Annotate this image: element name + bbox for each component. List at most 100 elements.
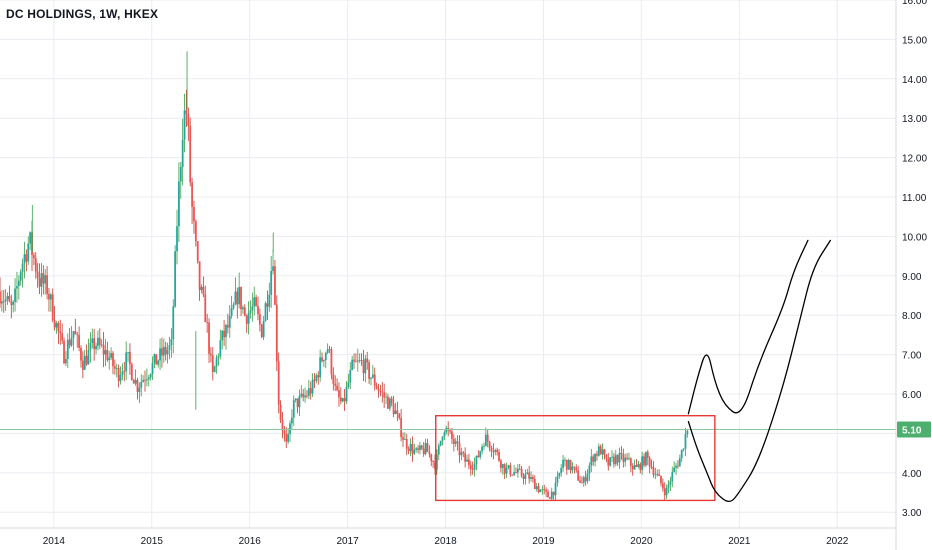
candle: [618, 447, 621, 469]
candle-body: [560, 467, 563, 473]
candle: [454, 437, 457, 447]
candle: [234, 277, 237, 306]
candle-body: [255, 297, 258, 306]
candle: [677, 460, 679, 469]
candle-body: [294, 398, 297, 401]
candle: [528, 465, 531, 484]
candle-body: [375, 385, 378, 389]
candle: [317, 371, 320, 385]
candle-body: [32, 255, 35, 259]
candle-body: [439, 440, 442, 446]
candle: [70, 326, 73, 347]
candle: [159, 338, 161, 370]
candle-body: [176, 226, 178, 252]
candle: [277, 352, 280, 414]
candle-body: [283, 430, 286, 434]
candle: [113, 359, 116, 375]
candle-body: [505, 467, 508, 474]
candle-body: [684, 434, 687, 449]
candle: [473, 457, 476, 477]
candle: [65, 351, 67, 367]
candle-body: [422, 448, 425, 455]
candle-body: [238, 287, 241, 305]
candle-body: [275, 304, 278, 362]
x-tick-label: 2015: [141, 536, 164, 547]
candle: [481, 443, 483, 455]
candle: [622, 448, 625, 468]
candle-body: [140, 381, 143, 388]
candle-body: [456, 441, 459, 443]
candle: [14, 278, 16, 312]
candle: [32, 252, 35, 266]
candle: [624, 453, 627, 467]
candle: [145, 368, 148, 387]
y-tick-label: 10.00: [902, 232, 927, 243]
x-tick-label: 2016: [239, 536, 262, 547]
candle: [332, 367, 335, 391]
candle-body: [624, 457, 627, 462]
candle: [565, 459, 568, 475]
candle-body: [112, 353, 114, 367]
y-tick-label: 14.00: [902, 75, 927, 86]
candle: [505, 462, 508, 478]
candle: [417, 444, 419, 454]
candle: [34, 252, 37, 279]
candle: [671, 466, 674, 488]
candle-body: [217, 356, 220, 358]
candle: [631, 463, 634, 476]
candle-body: [548, 497, 551, 499]
candle-body: [2, 301, 5, 303]
candle: [613, 452, 615, 468]
candle-body: [554, 482, 557, 496]
candle: [452, 434, 455, 452]
candle-body: [654, 474, 657, 476]
candle: [6, 292, 9, 305]
candle: [535, 482, 538, 492]
candle-body: [29, 232, 32, 244]
candle-body: [125, 352, 128, 372]
candle-body: [55, 323, 58, 328]
candle: [132, 378, 135, 384]
candle: [447, 421, 450, 437]
candle: [543, 484, 546, 495]
price-axis[interactable]: 3.004.005.006.007.008.009.0010.0011.0012…: [895, 0, 931, 550]
candle-body: [298, 395, 301, 408]
candle-body: [115, 368, 118, 369]
candle: [281, 411, 284, 439]
candle: [445, 425, 448, 435]
candle-body: [586, 473, 589, 482]
candle-body: [313, 379, 316, 381]
candle: [217, 353, 220, 366]
candle-body: [321, 357, 323, 362]
candle-body: [332, 374, 335, 384]
candle: [274, 260, 276, 306]
candle: [219, 329, 222, 360]
candle-body: [481, 446, 483, 452]
candle: [650, 459, 653, 470]
candle-body: [669, 481, 672, 485]
candle-body: [424, 443, 427, 455]
candle-body: [110, 353, 113, 358]
candle-body: [117, 368, 120, 382]
candle-body: [569, 460, 572, 471]
candle-body: [21, 263, 24, 272]
last-price-badge: [897, 421, 931, 438]
candle: [364, 354, 367, 383]
candle-body: [97, 337, 99, 346]
candle-body: [671, 471, 674, 482]
candle: [492, 443, 495, 460]
candle: [614, 449, 617, 467]
candle: [125, 341, 128, 380]
candle: [191, 177, 193, 225]
candle-body: [108, 357, 111, 361]
candle: [66, 333, 69, 368]
candle: [313, 373, 316, 388]
time-axis[interactable]: 2014 2015 2016 2017 2018 2019 2020 2021 2022: [0, 527, 896, 547]
candle: [287, 428, 290, 445]
candle: [16, 271, 18, 303]
candle-body: [652, 467, 655, 475]
y-tick-label: 8.00: [902, 311, 922, 322]
candle: [226, 313, 229, 334]
candle: [597, 443, 600, 457]
candle: [189, 117, 192, 187]
